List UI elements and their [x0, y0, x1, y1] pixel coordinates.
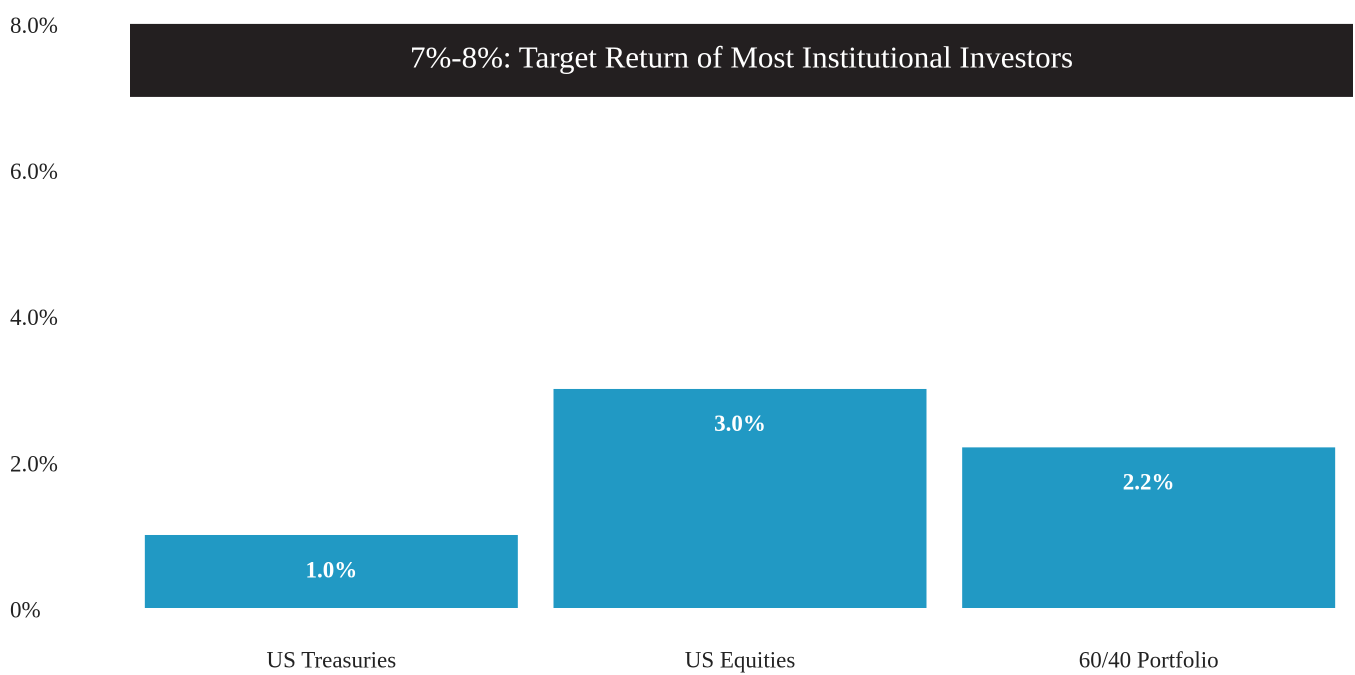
bar	[962, 447, 1336, 608]
target-band	[130, 23, 1353, 97]
band-label: 7%-8%: Target Return of Most Institution…	[410, 40, 1073, 75]
y-tick-label: 4.0%	[10, 305, 58, 330]
x-tick-label: 60/40 Portfolio	[1079, 647, 1219, 672]
value-label: 2.2%	[1123, 470, 1175, 495]
y-tick-label: 8.0%	[10, 13, 58, 38]
y-tick-label: 0%	[10, 597, 41, 622]
bar	[144, 534, 518, 608]
value-label: 3.0%	[714, 411, 766, 436]
y-tick-label: 2.0%	[10, 451, 58, 476]
x-tick-label: US Treasuries	[266, 647, 396, 672]
y-tick-label: 6.0%	[10, 159, 58, 184]
value-label: 1.0%	[305, 557, 357, 582]
x-tick-label: US Equities	[685, 647, 796, 672]
bar	[553, 388, 927, 608]
